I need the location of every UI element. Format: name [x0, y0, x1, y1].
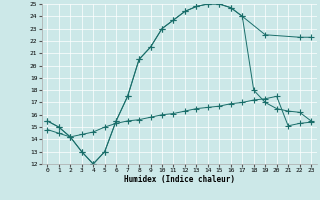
X-axis label: Humidex (Indice chaleur): Humidex (Indice chaleur) [124, 175, 235, 184]
